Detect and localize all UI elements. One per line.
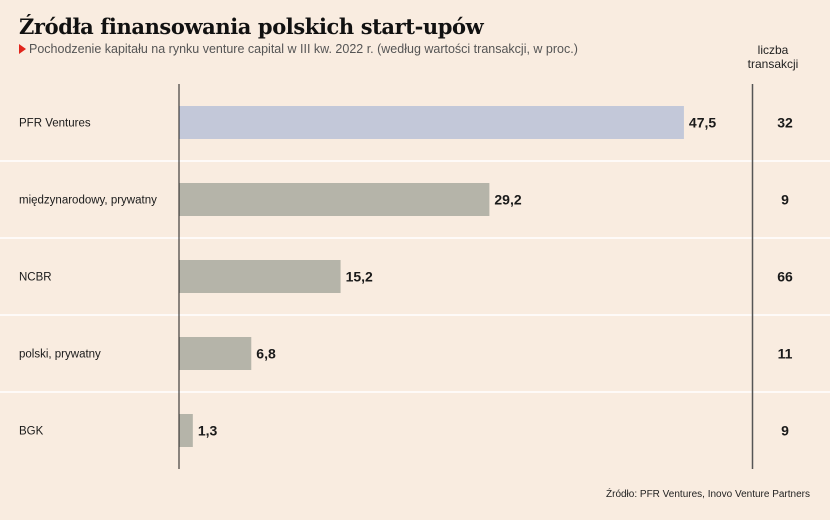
value-label: 6,8 [256, 346, 276, 362]
chart-title: Źródła finansowania polskich start-upów [19, 14, 484, 39]
category-label: NCBR [19, 272, 52, 284]
transaction-count: 9 [781, 192, 789, 208]
bar [179, 183, 490, 216]
category-label: PFR Ventures [19, 118, 91, 130]
transaction-count: 32 [777, 115, 793, 131]
category-label: BGK [19, 426, 44, 438]
chart-subtitle: Pochodzenie kapitału na rynku venture ca… [19, 42, 578, 56]
bar [179, 337, 252, 370]
value-label: 1,3 [198, 423, 218, 439]
transaction-count: 66 [777, 269, 793, 285]
category-label: polski, prywatny [19, 349, 101, 361]
subtitle-text: Pochodzenie kapitału na rynku venture ca… [29, 42, 578, 56]
count-header-line-2: transakcji [747, 57, 799, 71]
count-header-line-1: liczba [757, 43, 789, 57]
value-label: 47,5 [689, 115, 716, 131]
transaction-count: 11 [778, 346, 793, 362]
transaction-count: 9 [781, 423, 789, 439]
category-label: międzynarodowy, prywatny [19, 195, 157, 207]
value-label: 29,2 [494, 192, 521, 208]
value-label: 15,2 [346, 269, 373, 285]
bar [179, 260, 341, 293]
bar [179, 414, 193, 447]
count-column-header: liczba transakcji [738, 43, 808, 71]
triangle-marker-icon [19, 44, 26, 54]
source-note: Źródło: PFR Ventures, Inovo Venture Part… [606, 489, 810, 500]
bar [179, 106, 684, 139]
